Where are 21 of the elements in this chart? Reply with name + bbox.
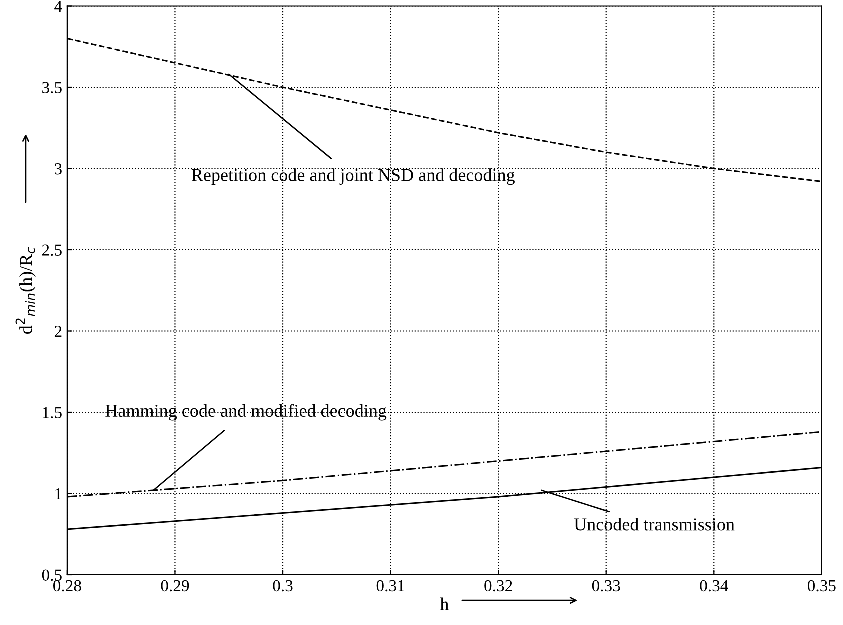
annotation: Repetition code and joint NSD and decoding	[192, 168, 515, 186]
x-tick-label: 0.35	[808, 580, 836, 592]
y-tick-label: 2	[54, 326, 62, 338]
y-tick-label: 3	[55, 163, 62, 175]
annotation: Hamming code and modified decoding	[106, 404, 387, 421]
x-tick-label: 0.28	[53, 580, 82, 592]
x-tick-label: 0.32	[484, 580, 512, 592]
y-tick-label: 1.5	[43, 407, 62, 419]
annotation: Uncoded transmission	[574, 518, 735, 531]
x-tick-label: 0.3	[273, 580, 293, 592]
y-tick-label: 0.5	[42, 570, 62, 582]
y-tick-label: 1	[56, 488, 62, 500]
y-tick-label: 2.5	[42, 244, 62, 256]
x-axis-title: h	[440, 598, 449, 610]
x-tick-label: 0.29	[161, 580, 190, 592]
x-tick-label: 0.33	[592, 580, 620, 592]
x-tick-label: 0.34	[700, 580, 728, 592]
y-tick-label: 3.5	[42, 82, 62, 94]
y-tick-label: 4	[54, 1, 62, 12]
y-axis-title: d$^{2}$$_{min}$(h)/R$_{c}$	[16, 247, 36, 334]
x-tick-label: 0.31	[376, 580, 404, 592]
